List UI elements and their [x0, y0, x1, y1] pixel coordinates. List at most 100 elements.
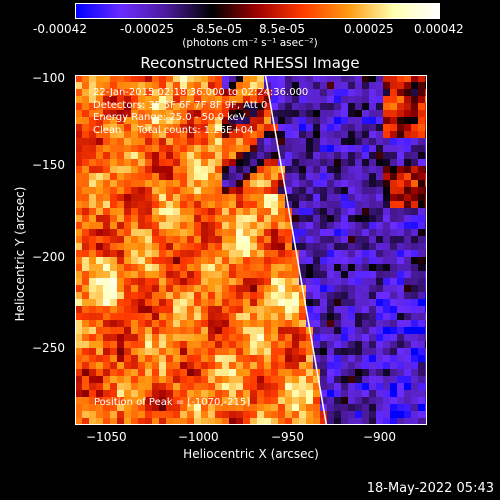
heatmap-cell: [229, 236, 237, 244]
heatmap-cell: [215, 313, 223, 321]
heatmap-cell: [173, 145, 181, 153]
heatmap-cell: [215, 124, 223, 132]
heatmap-cell: [271, 82, 279, 90]
heatmap-cell: [292, 418, 300, 425]
heatmap-cell: [82, 264, 90, 272]
heatmap-cell: [250, 117, 258, 125]
heatmap-cell: [418, 362, 426, 370]
heatmap-cell: [418, 208, 426, 216]
heatmap-cell: [418, 355, 426, 363]
heatmap-cell: [229, 369, 237, 377]
heatmap-cell: [243, 250, 251, 258]
heatmap-cell: [243, 383, 251, 391]
heatmap-cell: [390, 306, 398, 314]
heatmap-cell: [124, 124, 132, 132]
heatmap-cell: [299, 327, 307, 335]
heatmap-cell: [201, 418, 209, 425]
heatmap-cell: [355, 75, 363, 83]
heatmap-cell: [243, 222, 251, 230]
heatmap-cell: [243, 418, 251, 425]
heatmap-cell: [334, 320, 342, 328]
heatmap-cell: [320, 75, 328, 83]
heatmap-cell: [250, 89, 258, 97]
heatmap-cell: [264, 173, 272, 181]
heatmap-cell: [103, 152, 111, 160]
heatmap-cell: [292, 362, 300, 370]
heatmap-cell: [404, 250, 412, 258]
heatmap-cell: [278, 264, 286, 272]
heatmap-cell: [194, 152, 202, 160]
heatmap-cell: [327, 82, 335, 90]
heatmap-cell: [362, 82, 370, 90]
heatmap-cell: [250, 75, 258, 83]
heatmap-cell: [376, 376, 384, 384]
heatmap-cell: [194, 243, 202, 251]
heatmap-cell: [145, 355, 153, 363]
heatmap-cell: [152, 194, 160, 202]
heatmap-cell: [404, 201, 412, 209]
heatmap-cell: [320, 222, 328, 230]
heatmap-cell: [110, 222, 118, 230]
heatmap-cell: [103, 103, 111, 111]
heatmap-cell: [397, 404, 405, 412]
heatmap-cell: [376, 362, 384, 370]
heatmap-cell: [250, 194, 258, 202]
heatmap-cell: [397, 208, 405, 216]
heatmap-cell: [236, 194, 244, 202]
heatmap-cell: [82, 278, 90, 286]
heatmap-cell: [96, 306, 104, 314]
heatmap-cell: [96, 369, 104, 377]
heatmap-cell: [292, 334, 300, 342]
heatmap-cell: [327, 355, 335, 363]
heatmap-cell: [243, 376, 251, 384]
heatmap-cell: [117, 271, 125, 279]
heatmap-cell: [152, 418, 160, 425]
heatmap-cell: [264, 152, 272, 160]
heatmap-cell: [138, 208, 146, 216]
heatmap-cell: [334, 229, 342, 237]
heatmap-cell: [271, 187, 279, 195]
heatmap-cell: [278, 369, 286, 377]
heatmap-cell: [306, 404, 314, 412]
heatmap-cell: [208, 243, 216, 251]
heatmap-cell: [411, 117, 419, 125]
heatmap-cell: [320, 278, 328, 286]
heatmap-cell: [306, 306, 314, 314]
heatmap-cell: [376, 201, 384, 209]
heatmap-cell: [145, 390, 153, 398]
heatmap-cell: [117, 306, 125, 314]
heatmap-cell: [334, 138, 342, 146]
heatmap-cell: [257, 131, 265, 139]
heatmap-cell: [152, 250, 160, 258]
heatmap-cell: [292, 411, 300, 419]
heatmap-cell: [215, 166, 223, 174]
heatmap-cell: [369, 390, 377, 398]
heatmap-cell: [348, 89, 356, 97]
heatmap-cell: [271, 383, 279, 391]
heatmap-cell: [159, 110, 167, 118]
heatmap-cell: [138, 124, 146, 132]
heatmap-cell: [299, 271, 307, 279]
heatmap-cell: [285, 334, 293, 342]
heatmap-cell: [264, 222, 272, 230]
heatmap-cell: [334, 383, 342, 391]
heatmap-cell: [341, 362, 349, 370]
heatmap-cell: [341, 411, 349, 419]
heatmap-cell: [418, 110, 426, 118]
heatmap-cell: [257, 264, 265, 272]
heatmap-cell: [131, 229, 139, 237]
heatmap-cell: [355, 397, 363, 405]
heatmap-cell: [194, 159, 202, 167]
heatmap-cell: [327, 159, 335, 167]
heatmap-cell: [397, 271, 405, 279]
heatmap-cell: [334, 292, 342, 300]
heatmap-cell: [117, 334, 125, 342]
heatmap-cell: [257, 180, 265, 188]
heatmap-cell: [411, 376, 419, 384]
heatmap-cell: [292, 236, 300, 244]
heatmap-cell: [145, 208, 153, 216]
heatmap-cell: [299, 145, 307, 153]
heatmap-cell: [229, 166, 237, 174]
heatmap-cell: [96, 187, 104, 195]
heatmap-cell: [145, 250, 153, 258]
